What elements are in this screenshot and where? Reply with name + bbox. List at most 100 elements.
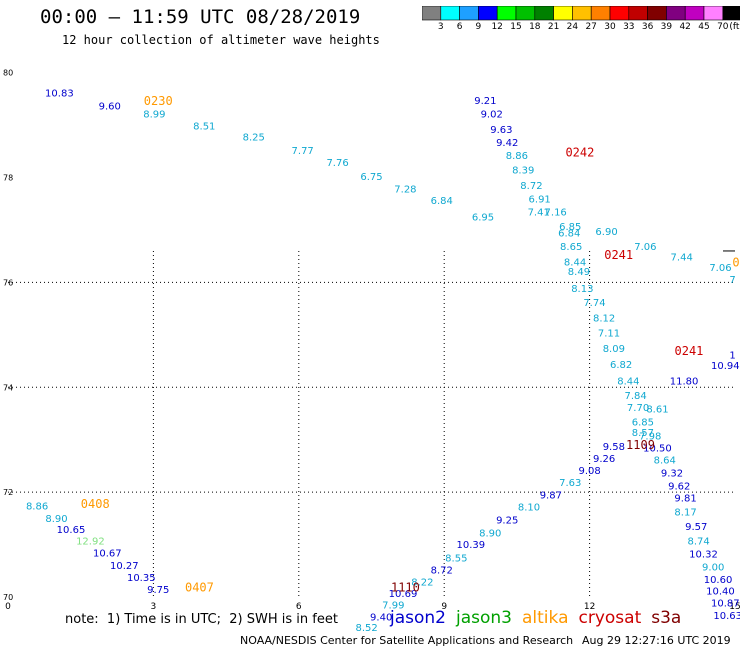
wave-height-label: 8.99 — [143, 109, 165, 120]
wave-height-label: 10.69 — [389, 589, 418, 600]
wave-height-label: 6.84 — [558, 228, 580, 239]
pass-time-label: 0241 — [604, 248, 633, 262]
wave-height-label: 7.77 — [292, 146, 314, 157]
wave-height-label: 9.26 — [593, 454, 615, 465]
wave-height-label: 9.60 — [99, 101, 121, 112]
colorbar-label: 39 — [660, 22, 673, 32]
wave-height-label: 10.32 — [689, 550, 718, 561]
colorbar-swatch — [722, 6, 740, 21]
wave-height-label: 8.51 — [193, 121, 215, 132]
wave-height-label: 10.39 — [457, 540, 486, 551]
pass-time-label: 0230 — [144, 94, 173, 108]
wave-height-label: 8.90 — [479, 529, 501, 540]
wave-height-label: 9.81 — [674, 494, 696, 505]
wave-height-label: 6.90 — [595, 227, 617, 238]
wave-height-label: 10.67 — [93, 549, 122, 560]
wave-height-label: 9.63 — [490, 125, 512, 136]
wave-height-label: 6.85 — [559, 222, 581, 233]
wave-height-label: 8.49 — [568, 267, 590, 278]
legend-item-altika: altika — [522, 608, 569, 628]
wave-height-label: 10.94 — [711, 361, 740, 372]
wave-height-label: 7.70 — [627, 403, 649, 414]
pass-time-label: 0407 — [185, 581, 214, 595]
wave-height-label: 8.90 — [45, 514, 67, 525]
footer-credit: NOAA/NESDIS Center for Satellite Applica… — [240, 634, 574, 647]
wave-height-label: 9.21 — [474, 96, 496, 107]
lon-tick-label: 3 — [151, 602, 157, 612]
wave-height-label: 8.10 — [518, 502, 540, 513]
wave-height-label: 10.87 — [711, 598, 740, 609]
wave-height-label: 9.42 — [496, 138, 518, 149]
wave-height-label: 8.12 — [593, 314, 615, 325]
colorbar-label: 9 — [475, 22, 482, 32]
wave-height-label: 6.84 — [431, 196, 453, 207]
pass-time-label: 1110 — [391, 581, 420, 595]
lon-tick-label: 6 — [296, 602, 302, 612]
wave-height-label: 10.35 — [127, 573, 156, 584]
page-title: 00:00 – 11:59 UTC 08/28/2019 — [40, 6, 361, 28]
wave-height-label: 8.09 — [603, 344, 625, 355]
legend-item-jason3: jason3 — [456, 608, 512, 628]
lat-tick-label: 72 — [3, 488, 13, 497]
colorbar-label: 24 — [566, 22, 579, 32]
page-subtitle: 12 hour collection of altimeter wave hei… — [62, 33, 380, 47]
wave-height-label: 9.57 — [685, 522, 707, 533]
wave-height-label: 9.40 — [370, 613, 392, 624]
wave-height-label: 7.06 — [709, 263, 731, 274]
lat-tick-label: 76 — [3, 278, 13, 287]
colorbar-label: 12 — [491, 22, 503, 32]
lon-tick-label: 15 — [729, 602, 740, 612]
wave-height-label: 10.60 — [704, 575, 733, 586]
wave-height-label: 7.84 — [625, 391, 647, 402]
wave-height-label: 12.92 — [76, 537, 105, 548]
wave-height-label: 8.72 — [431, 565, 453, 576]
wave-height-label: 7.28 — [394, 184, 416, 195]
wave-height-label: 7.98 — [639, 432, 661, 443]
wave-height-label: 8.74 — [688, 537, 710, 548]
wave-height-label: 9.02 — [481, 109, 503, 120]
footer-timestamp: Aug 29 12:27:16 UTC 2019 — [582, 634, 731, 647]
lon-tick-label: 12 — [584, 602, 595, 612]
wave-height-label: 9.25 — [496, 516, 518, 527]
wave-height-label: 7.06 — [634, 242, 656, 253]
wave-height-label: 9.00 — [702, 563, 724, 574]
wave-height-label: 8.72 — [520, 181, 542, 192]
wave-height-label: 10.65 — [57, 525, 86, 536]
wave-height-label: 8.57 — [632, 428, 654, 439]
wave-height-label: 9.32 — [661, 468, 683, 479]
wave-height-label: 1 — [729, 350, 735, 361]
colorbar-label: 21 — [547, 22, 560, 32]
wave-height-label: 8.22 — [411, 577, 433, 588]
wave-height-label: 10.40 — [706, 586, 735, 597]
wave-height-label: 6.85 — [632, 418, 654, 429]
colorbar — [422, 6, 740, 21]
wave-height-label: 7.99 — [382, 600, 404, 611]
colorbar-label: 70 — [717, 22, 729, 32]
lat-tick-label: 80 — [3, 69, 13, 78]
wave-height-label: 8.44 — [617, 377, 639, 388]
wave-height-label: 7.74 — [583, 298, 605, 309]
lon-tick-label: 9 — [441, 602, 447, 612]
colorbar-label: 6 — [456, 22, 463, 32]
colorbar-label: 15 — [510, 22, 522, 32]
satellite-legend: jason2 jason3 altika cryosat s3a — [390, 608, 691, 628]
pass-time-label: 1109 — [626, 438, 655, 452]
wave-height-label: 8.25 — [243, 132, 265, 143]
wave-height-label: 6.82 — [610, 360, 632, 371]
wave-height-label: 7.76 — [326, 158, 348, 169]
wave-height-label: 6.95 — [472, 213, 494, 224]
wave-height-label: 8.61 — [646, 404, 668, 415]
wave-height-label: 8.86 — [26, 501, 48, 512]
wave-height-label: 8.52 — [356, 623, 378, 634]
colorbar-label: 3 — [437, 22, 444, 32]
colorbar-label: 27 — [585, 22, 597, 32]
colorbar-label: 30 — [604, 22, 616, 32]
legend-item-s3a: s3a — [651, 608, 682, 628]
colorbar-label: 36 — [641, 22, 654, 32]
wave-height-label: 8.39 — [512, 165, 534, 176]
wave-height-label: 10.27 — [110, 561, 139, 572]
wave-height-label: 7.63 — [559, 478, 581, 489]
pass-time-label: 0241 — [675, 344, 704, 358]
